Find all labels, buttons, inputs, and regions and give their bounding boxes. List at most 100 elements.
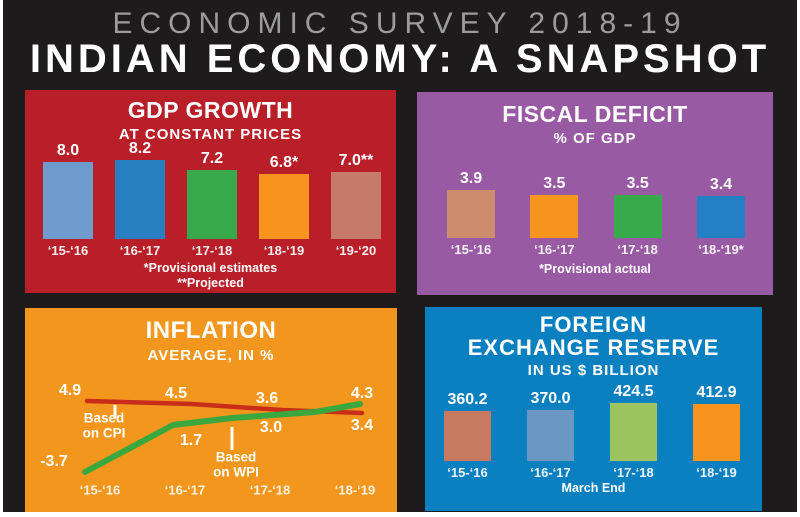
gdp-bar-value-label: 8.0 [56,142,80,159]
fiscal-panel-subtitle: % OF GDP [553,130,637,148]
gdp-bar-group: 8.0 ‘15-‘16 [43,142,93,258]
survey-title: ECONOMIC SURVEY 2018-19 [112,7,688,40]
gdp-year-label: ‘18-‘19 [263,243,305,258]
inflation-panel-head: INFLATION AVERAGE, IN % [25,317,397,365]
gdp-bar-value-label: 7.2 [200,150,224,167]
fiscal-year-label: ‘16-‘17 [534,242,575,257]
inflation-year-label: ‘17-‘18 [249,482,291,498]
gdp-bar-group: 7.2 ‘17-‘18 [187,150,237,258]
forex-bar [527,410,574,461]
forex-bar-value-label: 370.0 [530,390,571,407]
forex-panel-title-line2: EXCHANGE RESERVE [467,335,720,360]
page-title: INDIAN ECONOMY: A SNAPSHOT [29,37,771,81]
forex-reserve-panel: FOREIGN EXCHANGE RESERVE IN US $ BILLION… [425,307,762,511]
fiscal-note-provisional: *Provisional actual [539,261,651,276]
forex-year-label: ‘17-‘18 [613,465,654,480]
gdp-bar [259,174,309,239]
forex-panel-head: FOREIGN EXCHANGE RESERVE IN US $ BILLION [425,313,762,379]
fiscal-bar [530,195,579,238]
fiscal-year-label: ‘15-‘16 [450,242,492,257]
wpi-value-label: 3.0 [259,419,283,436]
fiscal-bar-value-label: 3.5 [543,175,566,192]
gdp-bar-group: 8.2 ‘16-‘17 [115,140,165,258]
fiscal-year-label: ‘18-‘19* [698,242,744,257]
gdp-bar-group: 7.0** ‘19-‘20 [331,152,381,258]
inflation-line-chart: 4.9 4.5 3.6 4.3 -3.7 1.7 3.0 3.4 Based on CPI Base… [25,308,397,512]
inflation-year-label: ‘15-‘16 [79,482,121,498]
forex-year-label: ‘18-‘19 [696,465,737,480]
cpi-value-label: 4.5 [164,385,188,402]
fiscal-bar-value-label: 3.9 [459,170,483,187]
forex-note-march-end: March End [561,480,626,495]
wpi-value-label: -3.7 [40,453,68,470]
fiscal-bar [696,196,745,238]
forex-bar [444,411,491,461]
wpi-value-label: 1.7 [179,432,203,449]
forex-bar [610,403,657,461]
inflation-year-label: ‘18-‘19 [334,482,376,498]
forex-bar-value-label: 412.9 [696,384,737,401]
forex-year-label: ‘15-‘16 [447,465,488,480]
inflation-panel-subtitle: AVERAGE, IN % [147,347,275,365]
gdp-year-label: ‘19-‘20 [335,243,377,258]
wpi-series-label: Based on WPI [213,449,259,480]
forex-bar-value-label: 424.5 [613,383,654,400]
gdp-bar-value-label: 7.0** [338,152,374,169]
fiscal-panel-title: FISCAL DEFICIT [502,101,688,127]
inflation-lines-svg [82,398,365,475]
gdp-note-projected: **Projected [177,275,244,290]
gdp-bar [331,172,381,239]
fiscal-bar-group: 3.9 ‘15-‘16 [447,170,495,257]
gdp-bar [115,160,165,239]
inflation-panel-title: INFLATION [145,317,277,344]
gdp-year-label: ‘15-‘16 [47,243,89,258]
gdp-note-provisional: *Provisional estimates [143,261,278,275]
fiscal-bar-group: 3.5 ‘16-‘17 [530,175,579,257]
fiscal-deficit-panel: FISCAL DEFICIT % OF GDP 3.9 ‘15-‘16 3.5 ‘16… [417,92,773,295]
gdp-bar-value-label: 8.2 [128,140,152,157]
series-label-line: Based [215,449,257,465]
fiscal-bar-value-label: 3.5 [626,175,649,192]
fiscal-notes: *Provisional actual [417,262,773,277]
series-label-line: on CPI [82,425,126,440]
cpi-value-label: 4.9 [58,382,82,399]
forex-bar-value-label: 360.2 [447,391,488,408]
inflation-year-label: ‘16-‘17 [164,482,206,498]
gdp-panel-subtitle: AT CONSTANT PRICES [118,126,303,144]
series-label-line: Based [83,410,125,426]
fiscal-bar [447,190,495,238]
fiscal-bar [613,195,662,238]
inflation-panel: INFLATION AVERAGE, IN % 4.9 4.5 3.6 4.3 -3.7… [25,308,397,512]
gdp-year-label: ‘17-‘18 [191,243,233,258]
gdp-bar [43,162,93,239]
wpi-line [82,401,363,475]
gdp-notes: *Provisional estimates **Projected [25,261,396,290]
forex-bar-group: 412.9 ‘18-‘19 [693,384,740,480]
cpi-value-label: 3.6 [255,390,279,407]
forex-bar-group: 360.2 ‘15-‘16 [444,391,491,480]
series-label-line: on WPI [213,464,259,479]
forex-notes: March End [425,481,762,496]
forex-panel-subtitle: IN US $ BILLION [527,362,660,379]
fiscal-bar-group: 3.5 ‘17-‘18 [613,175,662,257]
forex-bar-group: 424.5 ‘17-‘18 [610,383,657,480]
gdp-panel-title: GDP GROWTH [127,97,294,123]
gdp-panel-head: GDP GROWTH AT CONSTANT PRICES [25,97,396,144]
gdp-year-label: ‘16-‘17 [119,243,161,258]
gdp-bar [187,170,237,239]
cpi-series-label: Based on CPI [82,410,126,441]
gdp-growth-panel: GDP GROWTH AT CONSTANT PRICES 8.0 ‘15-‘16… [25,90,396,293]
gdp-bars: 8.0 ‘15-‘16 8.2 ‘16-‘17 7.2 ‘17-‘18 6.8* ‘18-‘1… [25,140,396,258]
forex-year-label: ‘16-‘17 [530,465,571,480]
fiscal-bar-group: 3.4 ‘18-‘19* [696,176,745,257]
forex-panel-title-line1: FOREIGN [539,312,648,337]
gdp-bar-value-label: 6.8* [269,154,299,171]
infographic-canvas: ECONOMIC SURVEY 2018-19 INDIAN ECONOMY: … [3,0,797,512]
wpi-value-label: 3.4 [350,417,374,434]
fiscal-bars: 3.9 ‘15-‘16 3.5 ‘16-‘17 3.5 ‘17-‘18 3.4 ‘18-‘19… [417,170,773,257]
forex-bar [693,404,740,461]
forex-bar-group: 370.0 ‘16-‘17 [527,390,574,480]
fiscal-bar-value-label: 3.4 [709,176,733,193]
cpi-value-label: 4.3 [350,385,374,402]
